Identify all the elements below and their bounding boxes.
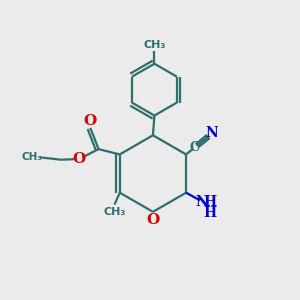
Text: H: H bbox=[203, 206, 216, 220]
Text: CH₃: CH₃ bbox=[143, 40, 166, 50]
Text: N: N bbox=[205, 126, 218, 140]
Text: CH₃: CH₃ bbox=[21, 152, 42, 162]
Text: O: O bbox=[73, 152, 86, 166]
Text: C: C bbox=[190, 141, 200, 154]
Text: O: O bbox=[83, 114, 96, 128]
Text: O: O bbox=[146, 213, 160, 227]
Text: N: N bbox=[195, 195, 208, 209]
Text: H: H bbox=[203, 195, 216, 209]
Text: CH₃: CH₃ bbox=[103, 207, 126, 217]
